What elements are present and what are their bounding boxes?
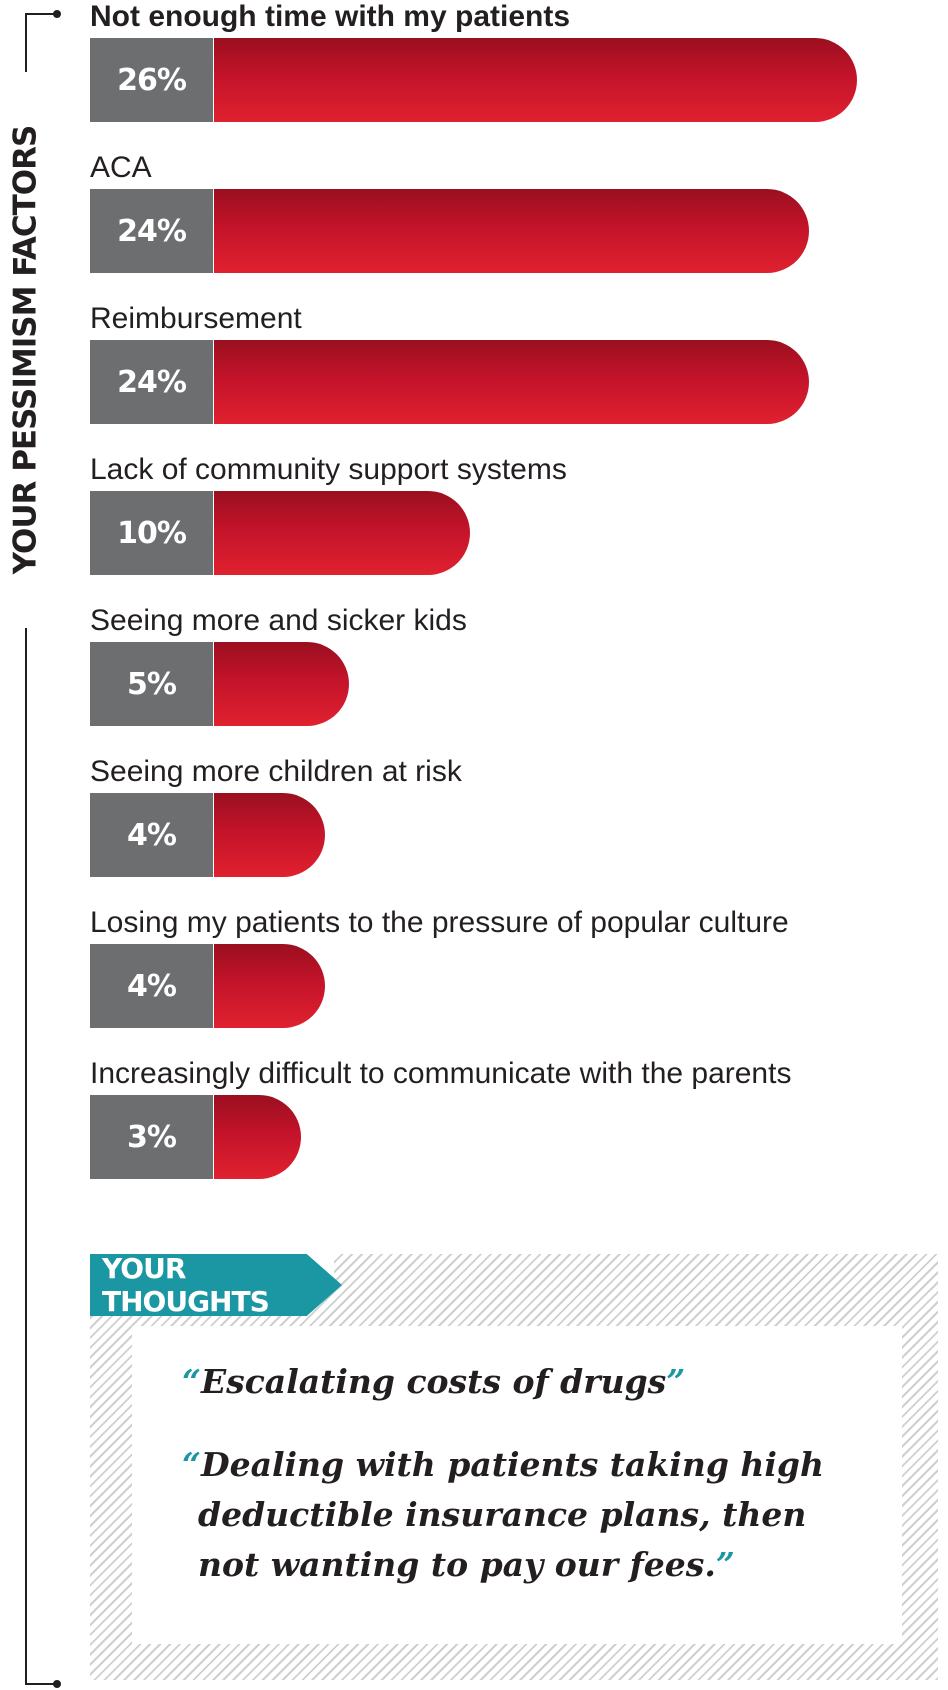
category-label: Seeing more and sicker kids: [90, 604, 467, 637]
thoughts-tag: YOUR THOUGHTS: [90, 1254, 342, 1316]
quote-2-open-mark: “: [182, 1445, 201, 1484]
category-label: Lack of community support systems: [90, 453, 567, 486]
bracket-top-tick: [25, 13, 55, 15]
quote-2-line-3-wrap: not wanting to pay our fees.”: [182, 1540, 824, 1590]
quote-1-open-mark: “: [182, 1362, 201, 1401]
quote-1-close-mark: ”: [666, 1362, 686, 1401]
bar: [214, 642, 349, 726]
thoughts-panel: [132, 1326, 902, 1644]
quote-1-line-1: Escalating costs of drugs: [200, 1362, 667, 1401]
bracket-bottom-tick: [25, 1683, 55, 1685]
quote-2-line-3: not wanting to pay our fees.: [198, 1545, 716, 1584]
category-label: Not enough time with my patients: [90, 0, 571, 33]
value-label: 5%: [90, 642, 213, 726]
value-label: 26%: [90, 38, 213, 122]
bar: [214, 944, 325, 1028]
bracket-bottom-dot: [53, 1680, 61, 1688]
pessimism-bar-chart: Not enough time with my patients 26% ACA 24…: [90, 0, 857, 1179]
thoughts-hatch-strip: [334, 1254, 938, 1292]
bar: [214, 189, 809, 273]
quote-1: “Escalating costs of drugs”: [182, 1357, 685, 1407]
category-label: Seeing more children at risk: [90, 755, 462, 788]
bracket-bottom-line: [25, 628, 27, 1684]
category-label: Reimbursement: [90, 302, 302, 335]
bar: [214, 38, 857, 122]
value-label: 10%: [90, 491, 213, 575]
quote-2-line-1: Dealing with patients taking high: [200, 1445, 824, 1484]
quote-2-close-mark: ”: [715, 1545, 735, 1584]
thoughts-tag-label: YOUR THOUGHTS: [102, 1252, 270, 1318]
value-label: 24%: [90, 340, 213, 424]
value-label: 4%: [90, 793, 213, 877]
value-label: 24%: [90, 189, 213, 273]
bar: [214, 1095, 301, 1179]
bracket-top-line: [25, 14, 27, 72]
quote-2-line-2: deductible insurance plans, then: [198, 1495, 807, 1534]
category-label: ACA: [90, 151, 152, 184]
bracket-top-dot: [53, 10, 61, 18]
quote-2: “Dealing with patients taking high deduc…: [182, 1440, 824, 1590]
category-label: Increasingly difficult to communicate wi…: [90, 1057, 792, 1090]
bar: [214, 491, 470, 575]
value-label: 4%: [90, 944, 213, 1028]
value-label: 3%: [90, 1095, 213, 1179]
category-label: Losing my patients to the pressure of po…: [90, 906, 789, 939]
bar: [214, 793, 325, 877]
bar: [214, 340, 809, 424]
